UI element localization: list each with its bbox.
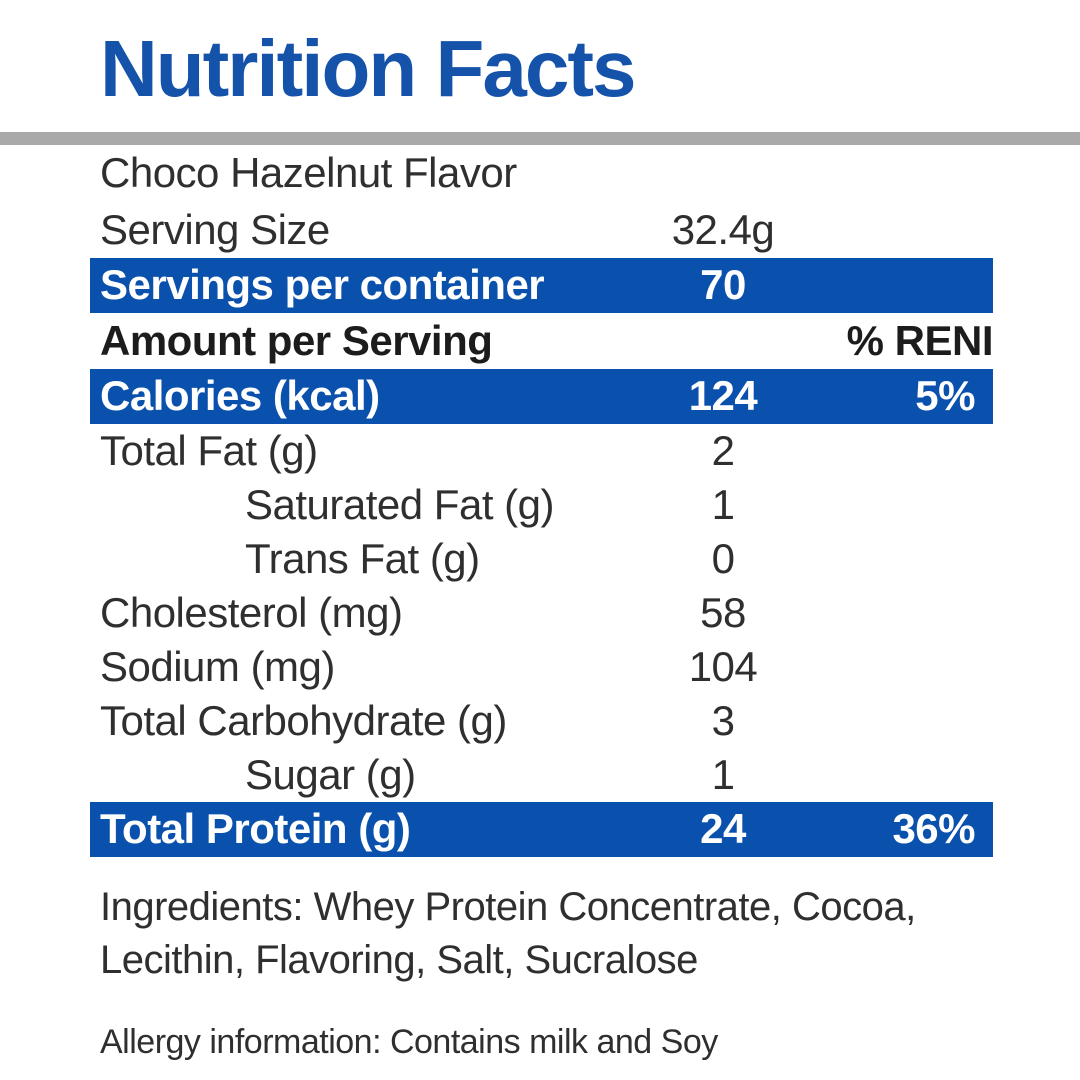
servings-per-container-label: Servings per container	[100, 261, 545, 309]
total-protein-value: 24	[700, 805, 746, 853]
nutrition-table: Choco Hazelnut Flavor Serving Size 32.4g…	[90, 145, 994, 857]
cholesterol-value: 58	[700, 588, 746, 636]
servings-per-container-row: Servings per container 70	[90, 257, 993, 313]
calories-value: 124	[688, 372, 758, 420]
total-carbohydrate-label: Total Carbohydrate (g)	[100, 696, 507, 744]
flavor-row: Choco Hazelnut Flavor	[90, 145, 993, 202]
total-protein-label: Total Protein (g)	[100, 805, 411, 853]
saturated-fat-label: Saturated Fat (g)	[245, 480, 554, 528]
sugar-row: Sugar (g) 1	[90, 748, 993, 802]
sodium-value: 104	[688, 642, 758, 690]
serving-size-row: Serving Size 32.4g	[90, 202, 993, 258]
trans-fat-value: 0	[711, 534, 735, 582]
saturated-fat-value: 1	[711, 480, 735, 528]
servings-per-container-value: 70	[700, 261, 746, 309]
page-title: Nutrition Facts	[100, 24, 636, 113]
cholesterol-row: Cholesterol (mg) 58	[90, 586, 993, 640]
total-fat-value: 2	[711, 426, 735, 474]
cholesterol-label: Cholesterol (mg)	[100, 588, 403, 636]
trans-fat-row: Trans Fat (g) 0	[90, 532, 993, 586]
total-fat-label: Total Fat (g)	[100, 426, 318, 474]
serving-size-value: 32.4g	[671, 205, 775, 253]
allergy-text: Allergy information: Contains milk and S…	[100, 1022, 718, 1061]
sodium-label: Sodium (mg)	[100, 642, 335, 690]
sodium-row: Sodium (mg) 104	[90, 640, 993, 694]
sugar-value: 1	[711, 750, 735, 798]
sugar-label: Sugar (g)	[245, 750, 416, 798]
title-divider	[0, 131, 1080, 145]
total-carbohydrate-row: Total Carbohydrate (g) 3	[90, 694, 993, 748]
serving-size-label: Serving Size	[100, 205, 330, 253]
calories-row: Calories (kcal) 124 5%	[90, 368, 993, 424]
reni-header: % RENI	[846, 316, 994, 364]
trans-fat-label: Trans Fat (g)	[245, 534, 480, 582]
calories-percent: 5%	[915, 372, 975, 420]
amount-per-serving-header-row: Amount per Serving % RENI	[90, 313, 994, 369]
amount-per-serving-label: Amount per Serving	[100, 316, 493, 364]
ingredients-text: Ingredients: Whey Protein Concentrate, C…	[100, 884, 916, 982]
saturated-fat-row: Saturated Fat (g) 1	[90, 478, 993, 532]
total-fat-row: Total Fat (g) 2	[90, 424, 993, 478]
total-carbohydrate-value: 3	[711, 696, 735, 744]
total-protein-percent: 36%	[892, 805, 975, 853]
calories-label: Calories (kcal)	[100, 372, 380, 420]
flavor-label: Choco Hazelnut Flavor	[100, 149, 517, 197]
total-protein-row: Total Protein (g) 24 36%	[90, 801, 993, 857]
